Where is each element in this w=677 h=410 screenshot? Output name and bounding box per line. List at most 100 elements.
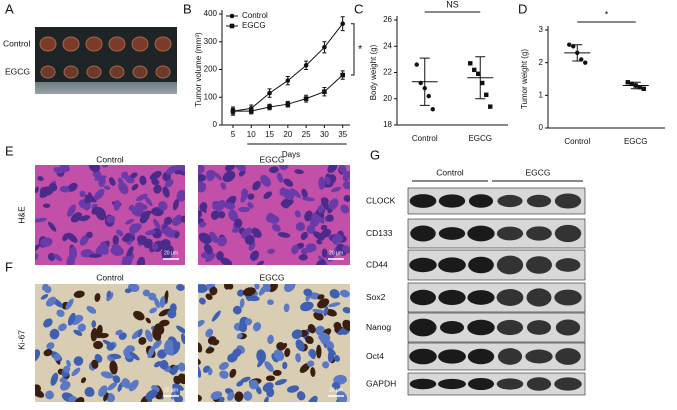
legend-label: EGCG xyxy=(242,21,266,30)
point xyxy=(285,101,291,107)
point xyxy=(230,108,236,114)
nucleus xyxy=(109,177,116,186)
nucleus xyxy=(198,210,203,219)
nucleus xyxy=(163,216,173,226)
band xyxy=(467,377,495,391)
point xyxy=(571,44,576,49)
band xyxy=(496,255,524,275)
nucleus xyxy=(267,334,274,345)
nucleus xyxy=(325,308,337,317)
nucleus xyxy=(306,224,316,234)
nucleus xyxy=(103,185,111,190)
nucleus xyxy=(342,245,350,254)
x-tick-label: Control xyxy=(564,137,590,146)
nucleus xyxy=(198,394,202,402)
nucleus xyxy=(328,302,341,308)
nucleus xyxy=(317,298,330,309)
nucleus xyxy=(198,320,205,328)
nucleus xyxy=(307,323,316,334)
band xyxy=(496,378,524,390)
nucleus xyxy=(210,391,223,400)
nucleus xyxy=(65,298,74,310)
nucleus xyxy=(317,204,324,214)
nucleus xyxy=(268,284,278,293)
nucleus xyxy=(53,253,63,262)
nucleus xyxy=(159,360,169,370)
nucleus xyxy=(39,189,47,199)
nucleus xyxy=(273,349,285,361)
nucleus xyxy=(35,389,45,398)
cells xyxy=(35,165,185,265)
nucleus xyxy=(158,308,171,317)
nucleus xyxy=(320,228,332,238)
nucleus xyxy=(117,382,123,392)
nucleus xyxy=(281,200,290,209)
point xyxy=(633,83,638,88)
y-tick-label: 3 xyxy=(539,25,544,34)
protein-label: Nanog xyxy=(366,322,391,332)
y-tick-label: 0 xyxy=(539,123,544,132)
nucleus xyxy=(228,165,235,170)
nucleus xyxy=(318,332,331,343)
nucleus xyxy=(331,235,340,245)
nucleus xyxy=(80,249,93,258)
x-tick-label: 25 xyxy=(302,130,311,139)
nucleus xyxy=(334,355,340,362)
nucleus xyxy=(300,248,309,255)
nucleus xyxy=(162,186,170,198)
nucleus xyxy=(174,170,182,175)
nucleus xyxy=(139,175,147,186)
blot-row xyxy=(407,249,586,281)
nucleus xyxy=(255,386,262,395)
nucleus xyxy=(260,174,271,187)
nucleus xyxy=(121,171,129,179)
nucleus xyxy=(243,391,253,401)
band xyxy=(555,319,581,336)
micrograph xyxy=(35,165,185,265)
band xyxy=(526,288,552,307)
row-label: Ki-67 xyxy=(16,330,26,350)
x-axis-label: Days xyxy=(282,150,300,159)
nucleus xyxy=(298,254,308,261)
legend-marker xyxy=(229,23,235,29)
nucleus xyxy=(274,378,287,386)
nucleus xyxy=(252,180,261,191)
band xyxy=(409,348,437,365)
nucleus xyxy=(236,380,244,387)
nucleus xyxy=(35,243,41,254)
nucleus xyxy=(73,356,84,366)
nucleus xyxy=(238,323,248,333)
y-tick-label: 24 xyxy=(383,41,392,50)
nucleus xyxy=(123,232,132,242)
nucleus xyxy=(129,351,140,361)
nucleus xyxy=(153,218,161,230)
nucleus xyxy=(323,306,329,317)
nucleus xyxy=(228,209,239,222)
legend-marker xyxy=(229,13,235,19)
panel-letter: A xyxy=(5,1,14,16)
sd-bar xyxy=(475,56,486,100)
nucleus xyxy=(244,318,253,326)
y-tick-label: 300 xyxy=(204,37,218,46)
nucleus xyxy=(137,328,143,338)
nucleus xyxy=(307,395,318,402)
y-axis-label: Tumor weight (g) xyxy=(520,49,529,110)
nucleus xyxy=(56,309,65,318)
nucleus xyxy=(310,367,316,377)
nucleus xyxy=(180,215,185,223)
nucleus xyxy=(234,218,243,228)
nucleus xyxy=(236,333,243,339)
annotation: * xyxy=(605,9,609,19)
nucleus xyxy=(215,172,222,181)
nucleus xyxy=(91,206,100,215)
nucleus xyxy=(211,339,220,346)
nucleus xyxy=(136,235,148,245)
nucleus xyxy=(276,172,283,183)
nucleus xyxy=(326,214,334,222)
nucleus xyxy=(147,345,156,359)
nucleus xyxy=(234,165,246,172)
nucleus xyxy=(296,391,306,401)
y-axis-label: Tumor volume (mm³) xyxy=(194,32,203,107)
nucleus xyxy=(164,179,174,188)
y-tick-label: 20 xyxy=(383,94,392,103)
